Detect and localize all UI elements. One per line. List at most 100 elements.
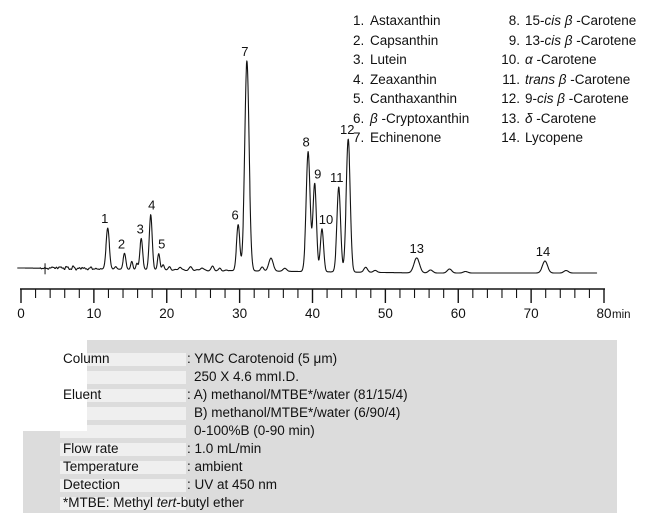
condition-value: : YMC Carotenoid (5 μm) 250 X 4.6 mmI.D. <box>187 350 337 386</box>
legend-item-number: 8. <box>508 13 520 28</box>
legend-item-number: 1. <box>353 13 365 28</box>
peak-label-5: 5 <box>158 237 165 252</box>
legend-item: 12. 9-cis β -Carotene <box>489 89 636 109</box>
x-axis: 0 10 20 30 40 50 60 70 80 <box>17 288 612 321</box>
condition-row: Detection : UV at 450 nm <box>63 476 408 494</box>
condition-value: : ambient <box>187 458 243 476</box>
condition-label: Column <box>63 351 110 366</box>
legend-item: 3. Lutein <box>353 50 469 70</box>
legend-item: 13. δ -Carotene <box>489 109 636 129</box>
conditions-footnote: *MTBE: Methyl tert-butyl ether <box>63 495 244 510</box>
legend-item-name: Zeaxanthin <box>370 71 437 87</box>
legend-item: 2. Capsanthin <box>353 31 469 51</box>
legend-item-number: 13. <box>501 110 520 126</box>
peak-label-8: 8 <box>303 135 310 150</box>
legend-item-name: 9-cis β -Carotene <box>525 91 629 106</box>
peak-label-6: 6 <box>232 208 239 223</box>
peak-label-14: 14 <box>536 244 550 259</box>
legend-item: 10. α -Carotene <box>489 50 636 70</box>
legend-item-name: 13-cis β -Carotene <box>525 32 637 48</box>
legend-item-name: Astaxanthin <box>370 13 441 28</box>
legend-item-name: Canthaxanthin <box>370 91 458 106</box>
legend-column-1: 1. Astaxanthin 2. Capsanthin 3. Lutein 4. Zeaxa… <box>353 11 469 148</box>
x-axis-tick-label: 50 <box>378 306 393 321</box>
legend-item: 8. 15-cis β -Carotene <box>489 11 637 31</box>
peak-label-7: 7 <box>241 44 248 59</box>
legend-item-number: 4. <box>353 71 365 87</box>
x-axis-unit-label: min <box>612 309 631 321</box>
x-axis-tick-label: 40 <box>305 306 320 321</box>
peak-label-4: 4 <box>148 198 155 213</box>
condition-value-line: : YMC Carotenoid (5 μm) <box>187 351 338 366</box>
condition-value-line: 250 X 4.6 mmI.D. <box>194 369 300 384</box>
chromatogram-trace <box>17 60 598 274</box>
legend-item: 7. Echinenone <box>353 128 469 148</box>
legend-item: 9. 13-cis β -Carotene <box>489 31 637 51</box>
conditions-panel: Column : YMC Carotenoid (5 μm) 250 X 4.6 m… <box>20 340 617 513</box>
panel-line-strip <box>60 443 186 456</box>
condition-value: : A) methanol/MTBE*/water (81/15/4) B) me… <box>187 386 408 440</box>
legend-item-number: 6. <box>353 110 365 126</box>
condition-label: Detection <box>63 477 121 492</box>
condition-value-line: : A) methanol/MTBE*/water (81/15/4) <box>187 387 408 402</box>
legend-item: 1. Astaxanthin <box>353 11 469 31</box>
legend-item-name: trans β -Carotene <box>525 71 631 87</box>
condition-value: : 1.0 mL/min <box>187 440 261 458</box>
legend-item-number: 3. <box>353 52 365 67</box>
x-axis-tick-label: 20 <box>159 306 174 321</box>
legend-item-name: 15-cis β -Carotene <box>525 13 637 28</box>
legend-item-name: β -Cryptoxanthin <box>370 110 470 126</box>
condition-value-line: : 1.0 mL/min <box>187 441 262 456</box>
peak-label-10: 10 <box>319 212 333 227</box>
condition-row: Flow rate : 1.0 mL/min <box>63 440 408 458</box>
legend-item-name: Echinenone <box>370 130 442 145</box>
condition-value-line: B) methanol/MTBE*/water (6/90/4) <box>194 405 401 420</box>
peak-label-2: 2 <box>118 236 125 251</box>
legend-item-name: δ -Carotene <box>525 110 597 126</box>
panel-line-strip <box>60 353 186 366</box>
legend-item: 5. Canthaxanthin <box>353 89 469 109</box>
panel-line-strip <box>60 461 186 474</box>
x-axis-tick-label: 30 <box>232 306 247 321</box>
peak-label-3: 3 <box>137 221 144 236</box>
legend-item: 14. Lycopene <box>489 128 636 148</box>
legend-item-name: α -Carotene <box>525 52 597 67</box>
legend-item-number: 10. <box>501 52 520 67</box>
legend-column-2: 8. 15-cis β -Carotene 9. 13-cis β -Carotene… <box>489 11 636 148</box>
condition-value-line: : UV at 450 nm <box>187 477 278 492</box>
legend-item-number: 12. <box>501 91 520 106</box>
legend-item-number: 14. <box>501 130 520 145</box>
peak-label-12: 12 <box>340 122 354 137</box>
panel-line-strip <box>60 425 186 438</box>
condition-label: Flow rate <box>63 441 119 456</box>
legend-item: 6. β -Cryptoxanthin <box>353 109 469 129</box>
condition-value-line: 0-100%B (0-90 min) <box>194 423 315 438</box>
conditions-table: Column : YMC Carotenoid (5 μm) 250 X 4.6 m… <box>63 350 408 512</box>
peak-label-11: 11 <box>330 170 344 185</box>
condition-row: Eluent : A) methanol/MTBE*/water (81/15/4… <box>63 386 408 440</box>
condition-value: : UV at 450 nm <box>187 476 277 494</box>
legend-item-number: 7. <box>353 130 365 145</box>
panel-line-strip <box>60 479 186 492</box>
condition-value-line: : ambient <box>187 459 243 474</box>
peak-label-1: 1 <box>101 211 108 226</box>
legend-item-number: 5. <box>353 91 365 106</box>
panel-line-strip <box>60 371 186 384</box>
condition-label: Temperature <box>63 459 139 474</box>
peak-label-9: 9 <box>314 167 321 182</box>
legend-item-number: 9. <box>508 32 520 48</box>
legend-item: 4. Zeaxanthin <box>353 70 469 90</box>
panel-line-strip <box>60 389 186 402</box>
panel-line-strip <box>60 497 186 510</box>
x-axis-tick-label: 0 <box>17 306 25 321</box>
x-axis-tick-label: 80 <box>596 306 611 321</box>
legend-item-name: Lutein <box>370 52 407 67</box>
x-axis-tick-label: 10 <box>86 306 101 321</box>
condition-label: Eluent <box>63 387 102 402</box>
legend-item-number: 2. <box>353 32 365 48</box>
condition-row: Column : YMC Carotenoid (5 μm) 250 X 4.6 m… <box>63 350 408 386</box>
legend-item-number: 11. <box>502 71 520 87</box>
